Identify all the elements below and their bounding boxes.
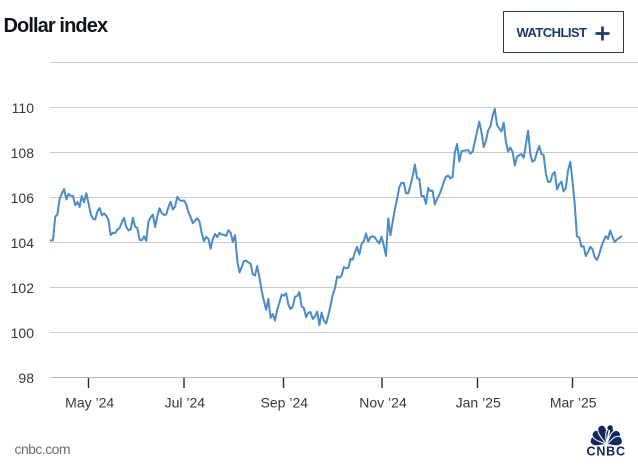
svg-text:102: 102	[11, 280, 35, 296]
svg-text:Jul ’24: Jul ’24	[165, 395, 206, 411]
svg-text:CNBC: CNBC	[587, 445, 626, 459]
svg-text:Jan ’25: Jan ’25	[456, 395, 501, 411]
svg-text:108: 108	[11, 145, 35, 161]
svg-text:May ’24: May ’24	[65, 395, 114, 411]
svg-text:106: 106	[11, 190, 35, 206]
svg-text:98: 98	[18, 370, 34, 386]
svg-text:Mar ’25: Mar ’25	[550, 395, 597, 411]
svg-text:Nov ’24: Nov ’24	[359, 395, 407, 411]
svg-text:104: 104	[11, 235, 35, 251]
svg-text:Sep ’24: Sep ’24	[261, 395, 309, 411]
svg-text:110: 110	[12, 100, 35, 116]
svg-text:100: 100	[11, 325, 35, 341]
